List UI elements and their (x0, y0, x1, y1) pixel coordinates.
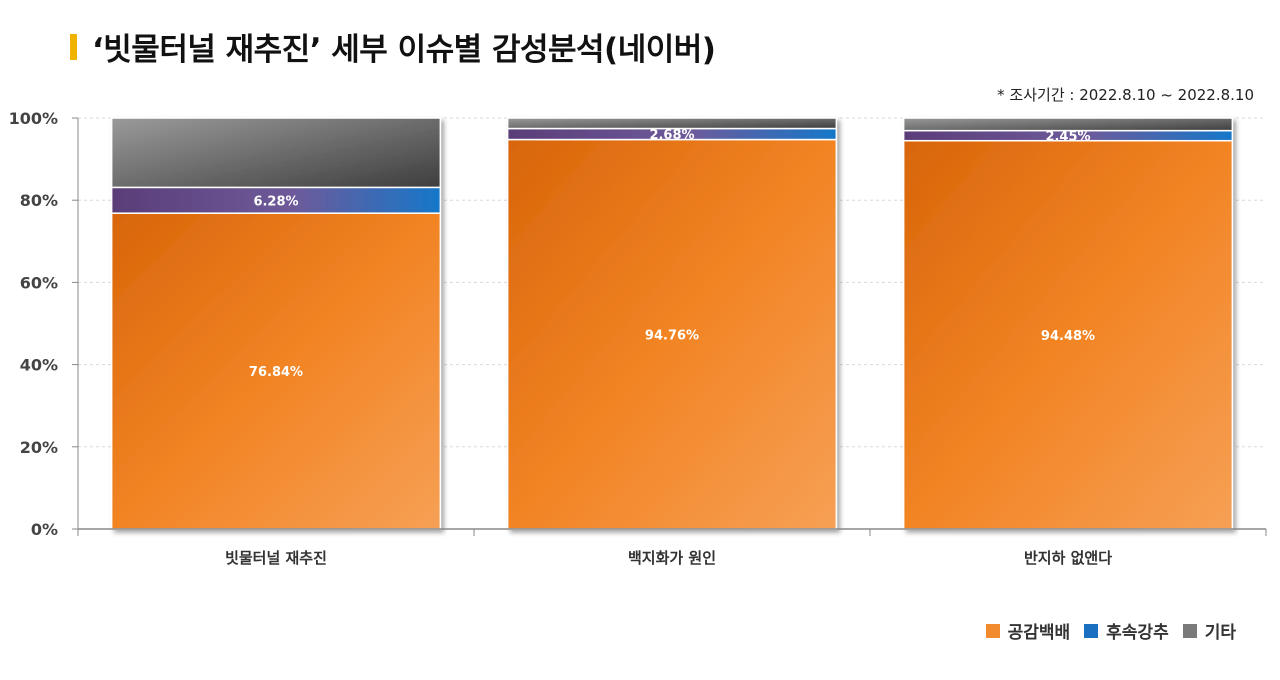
y-tick-label: 80% (20, 191, 58, 210)
bar-segment-기타 (902, 117, 1234, 132)
bar-stack (506, 117, 838, 530)
legend-swatch-공감백배 (985, 623, 1000, 638)
y-tick-label: 40% (20, 356, 58, 375)
stacked-bar-chart: 0% 20% 40% 60% 80% 100% 76.84% 6.28% 빗물터널 재추진 94.… (9, 109, 1267, 567)
data-label: 76.84% (249, 365, 303, 380)
bar-segment-공감백배 (902, 139, 1234, 530)
data-label: 94.76% (645, 328, 699, 343)
data-label: 6.28% (253, 194, 298, 209)
legend-label: 공감백배 (1007, 623, 1071, 643)
y-tick-label: 20% (20, 438, 58, 457)
title-marker (70, 34, 77, 60)
data-label: 2.45% (1045, 130, 1090, 145)
x-category-label: 빗물터널 재추진 (225, 549, 327, 567)
legend-label: 기타 (1204, 623, 1236, 643)
legend-label: 후속강추 (1106, 623, 1169, 643)
y-tick-label: 100% (9, 109, 58, 128)
legend-item-공감백배: 공감백배 (985, 618, 1071, 643)
x-category-label: 반지하 없앤다 (1024, 549, 1112, 567)
legend-item-기타: 기타 (1182, 618, 1236, 643)
y-tick-label: 0% (31, 520, 58, 539)
legend-swatch-후속강추 (1084, 623, 1099, 638)
legend-item-후속강추: 후속강추 (1084, 618, 1169, 643)
chart-title: ‘빗물터널 재추진’ 세부 이슈별 감성분석(네이버) (92, 32, 716, 68)
x-category-label: 백지화가 원인 (628, 549, 716, 567)
survey-period: * 조사기간 : 2022.8.10 ~ 2022.8.10 (997, 86, 1254, 104)
bar-segment-기타 (110, 117, 442, 189)
data-label: 94.48% (1041, 329, 1095, 344)
bar-stack (902, 117, 1234, 530)
legend-swatch-기타 (1182, 623, 1197, 638)
legend: 공감백배 후속강추 기타 (985, 618, 1236, 643)
data-label: 2.68% (649, 128, 694, 143)
bar-segment-기타 (506, 117, 838, 130)
bar-stack (110, 117, 442, 530)
y-tick-label: 60% (20, 273, 58, 292)
